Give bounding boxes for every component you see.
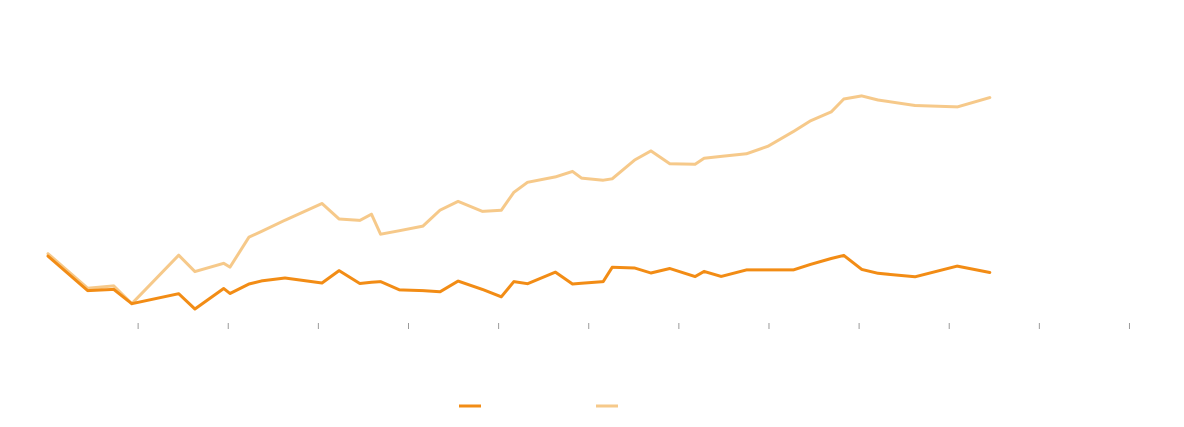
series-lines — [46, 94, 992, 311]
series-line-1 — [46, 253, 992, 311]
x-axis-ticks — [137, 323, 1130, 329]
series-line-2 — [46, 94, 992, 306]
